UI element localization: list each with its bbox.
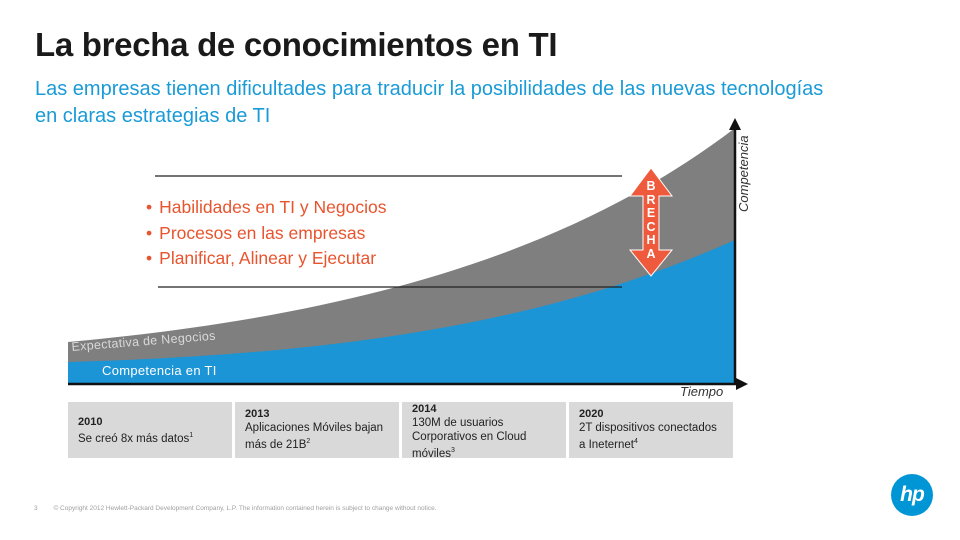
milestone-footnote: 3 [450, 447, 455, 454]
milestone-year: 2010 [78, 416, 103, 428]
page-number: 3 [34, 505, 38, 512]
x-axis-label: Tiempo [680, 384, 724, 399]
gap-letter: H [646, 233, 656, 247]
milestone-box: 2013 Aplicaciones Móviles bajan más de 2… [235, 402, 399, 458]
gap-double-arrow [628, 167, 674, 277]
gap-factor-item: Planificar, Alinear y Ejecutar [146, 246, 386, 272]
milestone-year: 2020 [579, 408, 604, 420]
milestone-footnote: 1 [189, 432, 194, 439]
gap-letter: C [646, 219, 656, 234]
slide-footer: 3 © Copyright 2012 Hewlett-Packard Devel… [34, 505, 437, 512]
gap-factors-list: Habilidades en TI y Negocios Procesos en… [146, 195, 386, 272]
slide-title: La brecha de conocimientos en TI [35, 26, 558, 63]
gap-letter: A [646, 246, 656, 261]
gap-letter: B [646, 179, 656, 193]
milestone-text: Aplicaciones Móviles bajan más de 21B [245, 422, 384, 451]
milestone-footnote: 4 [633, 438, 638, 445]
milestone-text: Se creó 8x más datos [78, 432, 190, 445]
x-axis-arrowhead [736, 378, 748, 390]
gap-factor-item: Procesos en las empresas [146, 221, 386, 247]
milestone-text: 2T dispositivos conectados a Ineternet [579, 422, 717, 451]
milestone-year: 2013 [245, 408, 270, 420]
it-competence-label: Competencia en TI [102, 363, 217, 378]
hp-logo-icon: hp [891, 474, 933, 516]
y-axis-arrowhead [729, 118, 741, 130]
milestone-text: 130M de usuarios Corporativos en Cloud m… [412, 417, 527, 460]
copyright-notice: © Copyright 2012 Hewlett-Packard Develop… [53, 505, 437, 512]
slide-subtitle: Las empresas tienen dificultades para tr… [35, 78, 824, 127]
milestone-box: 2010 Se creó 8x más datos1 [68, 402, 232, 458]
gap-letter: R [646, 192, 656, 207]
milestone-year: 2014 [412, 403, 437, 415]
gap-label: B R E C H A [643, 179, 659, 261]
milestone-box: 2020 2T dispositivos conectados a Ineter… [569, 402, 733, 458]
milestone-footnote: 2 [306, 438, 311, 445]
gap-factor-item: Habilidades en TI y Negocios [146, 195, 386, 221]
it-competence-area [68, 240, 735, 384]
y-axis-label: Competencia [736, 135, 751, 212]
gap-letter: E [646, 206, 656, 220]
milestone-box: 2014 130M de usuarios Corporativos en Cl… [402, 402, 566, 460]
